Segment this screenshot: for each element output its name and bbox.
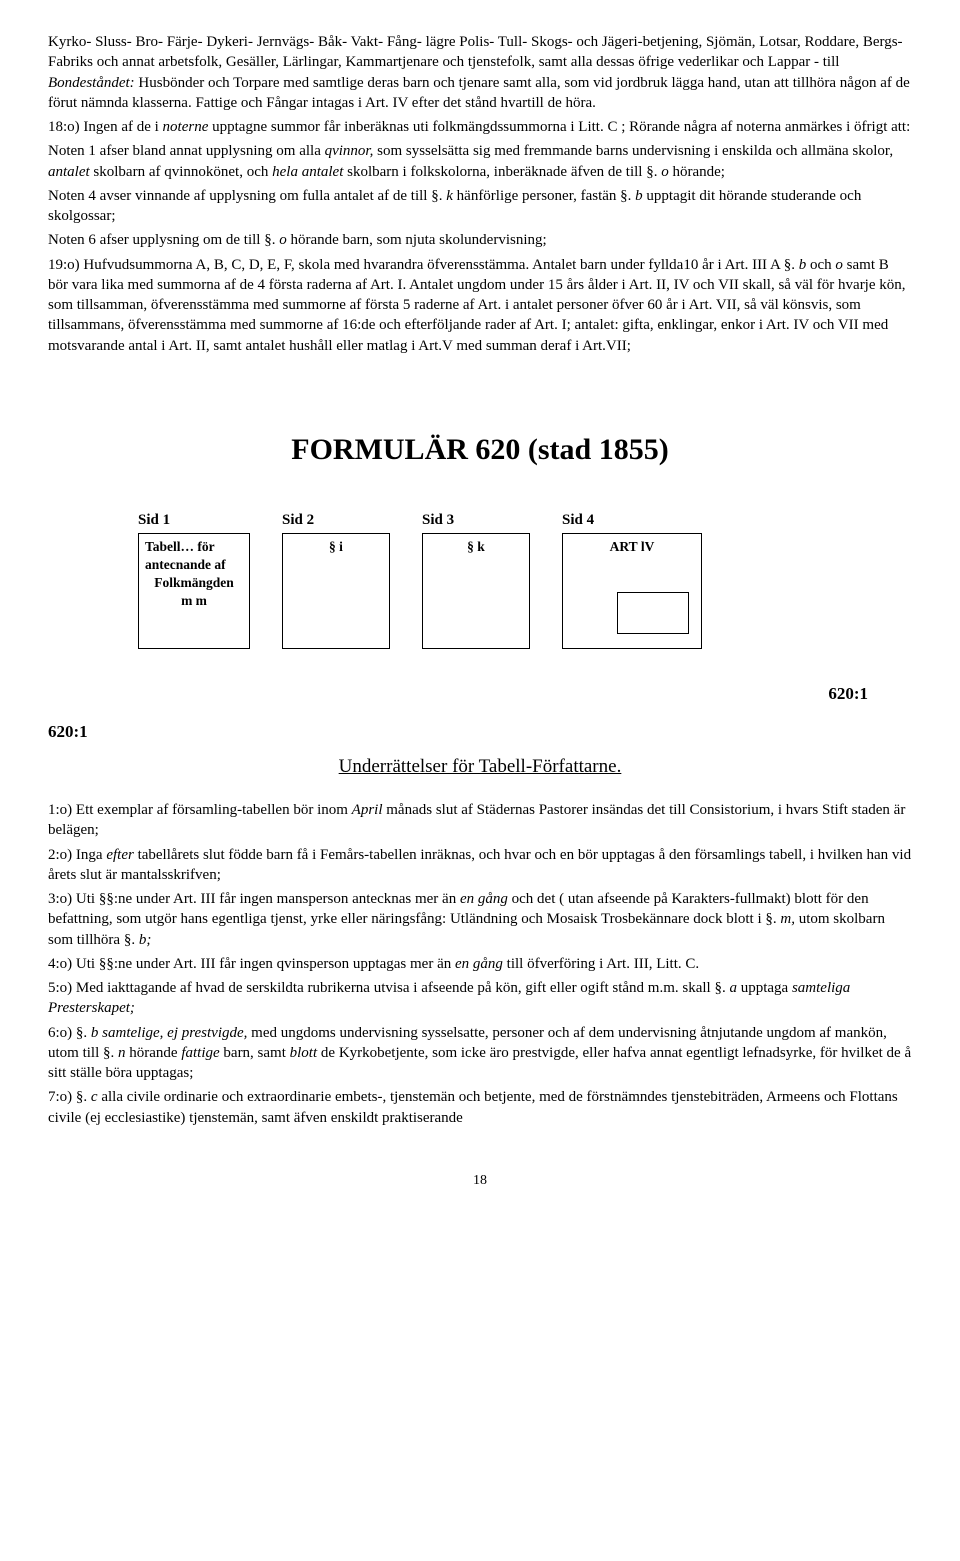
- sid-box: § i: [282, 533, 390, 649]
- sid-label: Sid 1: [138, 510, 250, 530]
- top-para: Noten 4 avser vinnande af upplysning om …: [48, 186, 912, 227]
- top-para: Noten 6 afser upplysning om de till §. o…: [48, 230, 912, 250]
- ratio-left-standalone: 620:1: [48, 721, 912, 744]
- sid-row: Sid 1 Tabell… förantecnande afFolkmängde…: [138, 510, 912, 648]
- bottom-para: 3:o) Uti §§:ne under Art. III får ingen …: [48, 889, 912, 950]
- top-para: Noten 1 afser bland annat upplysning om …: [48, 141, 912, 182]
- bottom-para: 7:o) §. c alla civile ordinarie och extr…: [48, 1087, 912, 1128]
- sid-col-4: Sid 4 ART lV: [562, 510, 702, 648]
- bottom-para: 2:o) Inga efter tabellårets slut födde b…: [48, 845, 912, 886]
- formular-title: FORMULÄR 620 (stad 1855): [48, 430, 912, 471]
- sid-box: Tabell… förantecnande afFolkmängdenm m: [138, 533, 250, 649]
- bottom-para: 6:o) §. b samtelige, ej prestvigde, med …: [48, 1023, 912, 1084]
- underrattelser-title: Underrättelser för Tabell-Författarne.: [48, 754, 912, 780]
- sid-box: § k: [422, 533, 530, 649]
- top-para: 18:o) Ingen af de i noterne upptagne sum…: [48, 117, 912, 137]
- top-para: 19:o) Hufvudsummorna A, B, C, D, E, F, s…: [48, 255, 912, 356]
- bottom-para: 4:o) Uti §§:ne under Art. III får ingen …: [48, 954, 912, 974]
- inner-box: [617, 592, 689, 634]
- bottom-para: 1:o) Ett exemplar af församling-tabellen…: [48, 800, 912, 841]
- page-number: 18: [48, 1172, 912, 1191]
- ratio-row: 620:1: [48, 683, 868, 706]
- top-para: Kyrko- Sluss- Bro- Färje- Dykeri- Jernvä…: [48, 32, 912, 113]
- sid-label: Sid 3: [422, 510, 530, 530]
- bottom-text-block: 1:o) Ett exemplar af församling-tabellen…: [48, 800, 912, 1128]
- sid-label: Sid 4: [562, 510, 702, 530]
- ratio-right: 620:1: [828, 683, 868, 706]
- top-text-block: Kyrko- Sluss- Bro- Färje- Dykeri- Jernvä…: [48, 32, 912, 356]
- sid-box: ART lV: [562, 533, 702, 649]
- sid-col-1: Sid 1 Tabell… förantecnande afFolkmängde…: [138, 510, 250, 648]
- sid-label: Sid 2: [282, 510, 390, 530]
- bottom-para: 5:o) Med iakttagande af hvad de serskild…: [48, 978, 912, 1019]
- sid-col-3: Sid 3 § k: [422, 510, 530, 648]
- sid-col-2: Sid 2 § i: [282, 510, 390, 648]
